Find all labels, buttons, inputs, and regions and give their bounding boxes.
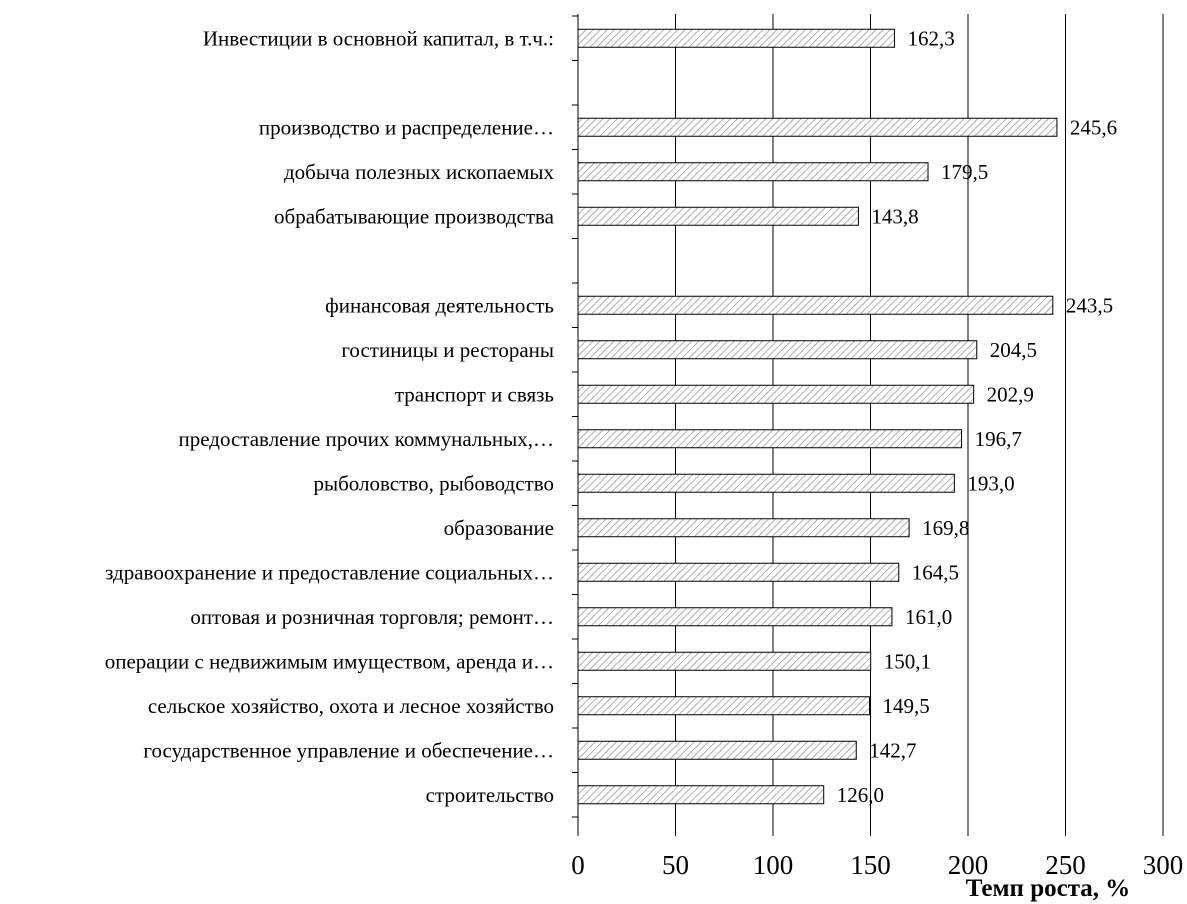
bar (577, 340, 978, 360)
bar (577, 429, 963, 449)
value-label: 149,5 (883, 694, 930, 718)
category-label: производство и распределение… (259, 115, 554, 139)
category-label: рыболовство, рыбоводство (314, 471, 554, 495)
category-label: государственное управление и обеспечение… (143, 738, 554, 762)
bar (577, 518, 910, 538)
bar (577, 206, 859, 226)
value-label: 196,7 (975, 427, 1022, 451)
bar (577, 295, 1054, 315)
category-label: строительство (426, 783, 554, 807)
gridlines (675, 14, 1164, 826)
labels-group: Инвестиции в основной капитал, в т.ч.: 16… (105, 26, 1184, 880)
value-label: 179,5 (941, 160, 988, 184)
x-tick-label: 150 (850, 850, 891, 880)
bar (577, 384, 975, 404)
value-label: 204,5 (990, 338, 1037, 362)
category-label: гостиницы и рестораны (341, 338, 554, 362)
bar (577, 785, 825, 805)
bar (577, 696, 871, 716)
axes (572, 14, 1164, 836)
bar (577, 562, 900, 582)
category-label: сельское хозяйство, охота и лесное хозяй… (148, 694, 554, 718)
category-label: здравоохранение и предоставление социаль… (105, 560, 554, 584)
category-label: операции с недвижимым имуществом, аренда… (105, 649, 554, 673)
value-label: 169,8 (922, 516, 969, 540)
bar (577, 28, 895, 48)
x-tick-label: 100 (753, 850, 794, 880)
category-label: предоставление прочих коммунальных,… (178, 427, 554, 451)
category-label: Инвестиции в основной капитал, в т.ч.: (203, 26, 554, 50)
bar (577, 473, 955, 493)
category-label: обрабатывающие производства (274, 204, 555, 228)
bar (577, 740, 857, 760)
value-label: 162,3 (907, 26, 954, 50)
x-tick-label: 0 (571, 850, 585, 880)
value-label: 202,9 (987, 382, 1034, 406)
bar (577, 117, 1058, 137)
x-tick-label: 250 (1045, 850, 1086, 880)
category-label: оптовая и розничная торговля; ремонт… (190, 605, 554, 629)
value-label: 142,7 (869, 738, 916, 762)
x-tick-label: 50 (662, 850, 689, 880)
category-label: транспорт и связь (395, 382, 554, 406)
x-tick-label: 200 (948, 850, 989, 880)
value-label: 243,5 (1066, 293, 1113, 317)
value-label: 245,6 (1070, 115, 1117, 139)
bar (577, 607, 893, 627)
value-label: 150,1 (884, 649, 931, 673)
x-axis-title: Темп роста, % (966, 875, 1131, 902)
value-label: 126,0 (837, 783, 884, 807)
bar (577, 651, 872, 671)
category-label: образование (444, 516, 554, 540)
value-label: 161,0 (905, 605, 952, 629)
category-label: добыча полезных ископаемых (284, 160, 554, 184)
bar (577, 162, 929, 182)
x-tick-label: 300 (1143, 850, 1184, 880)
value-label: 164,5 (912, 560, 959, 584)
category-label: финансовая деятельность (325, 293, 554, 317)
bars-group (577, 28, 1058, 805)
value-label: 193,0 (967, 471, 1014, 495)
value-label: 143,8 (871, 204, 918, 228)
